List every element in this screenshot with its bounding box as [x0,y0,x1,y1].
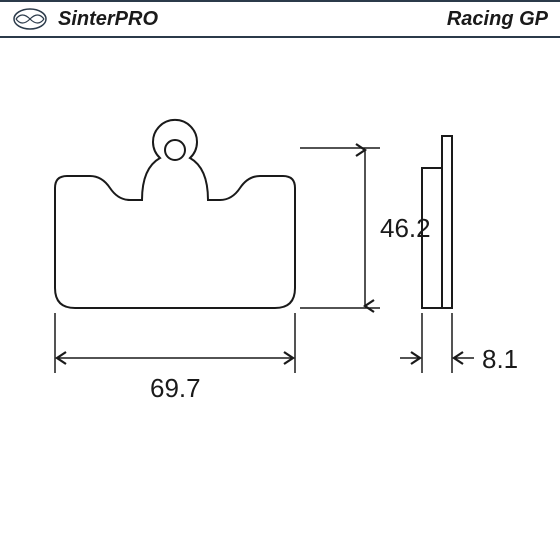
brand-logo-icon [12,7,48,31]
brand-name: SinterPRO [58,8,158,31]
header-left: SinterPRO [12,7,158,31]
pad-front-view [55,120,295,308]
technical-diagram: 69.7 46.2 8.1 [0,38,560,558]
dimension-thickness [400,313,474,373]
header-bar: SinterPRO Racing GP [0,0,560,38]
dimension-height [300,148,380,308]
width-value: 69.7 [150,373,201,404]
thickness-value: 8.1 [482,344,518,375]
product-name: Racing GP [447,8,548,31]
diagram-svg [0,38,560,558]
height-value: 46.2 [380,213,431,244]
dimension-width [55,313,295,373]
